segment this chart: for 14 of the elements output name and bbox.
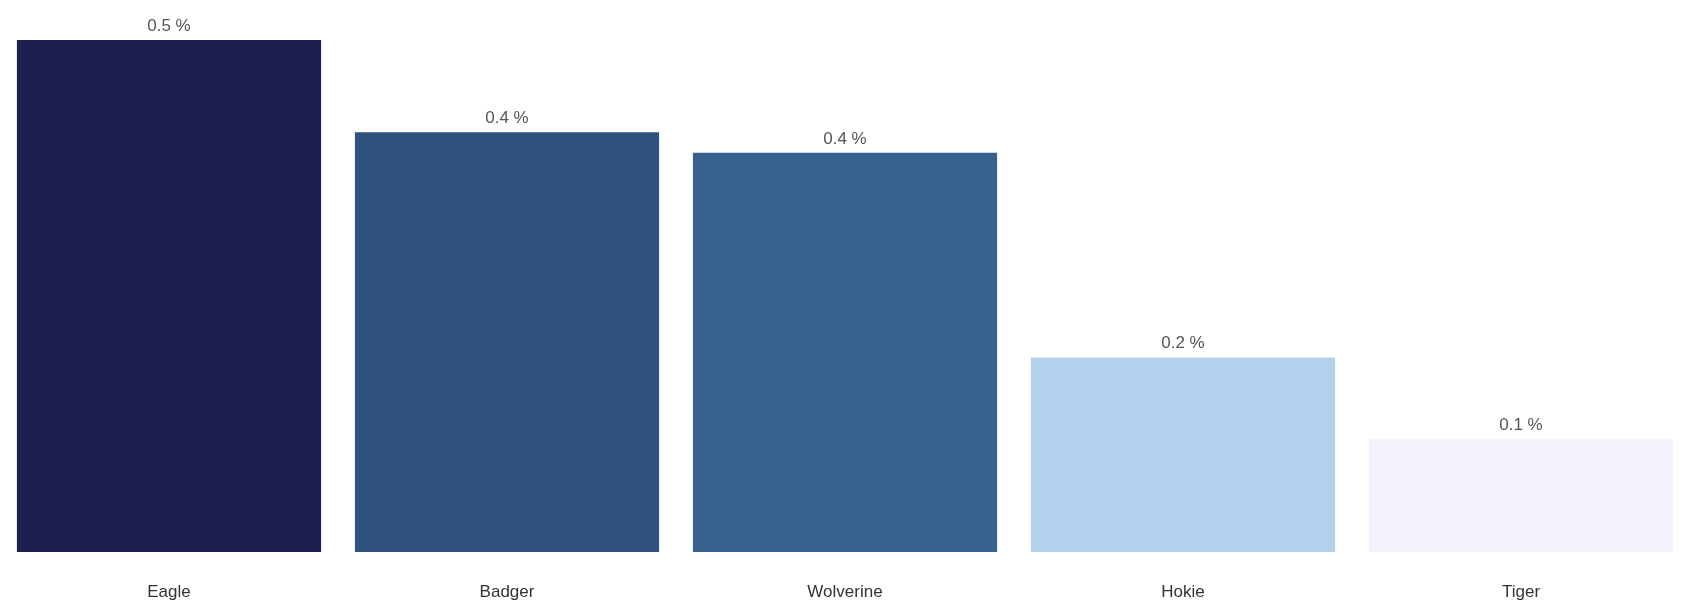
- x-tick-label: Hokie: [1161, 581, 1205, 601]
- x-tick-label: Tiger: [1501, 581, 1541, 601]
- x-tick-label: Wolverine: [807, 581, 883, 601]
- data-label: 0.2 %: [1161, 333, 1205, 353]
- x-tick-label: Badger: [479, 581, 535, 601]
- bar: [692, 152, 998, 552]
- data-label: 0.4 %: [823, 128, 867, 148]
- data-label: 0.1 %: [1499, 415, 1543, 435]
- bar: [16, 40, 322, 552]
- x-tick-label: Eagle: [147, 581, 191, 601]
- bar: [354, 132, 660, 552]
- bar: [1030, 357, 1336, 552]
- data-label: 0.4 %: [485, 108, 529, 128]
- data-label: 0.5 %: [147, 16, 191, 35]
